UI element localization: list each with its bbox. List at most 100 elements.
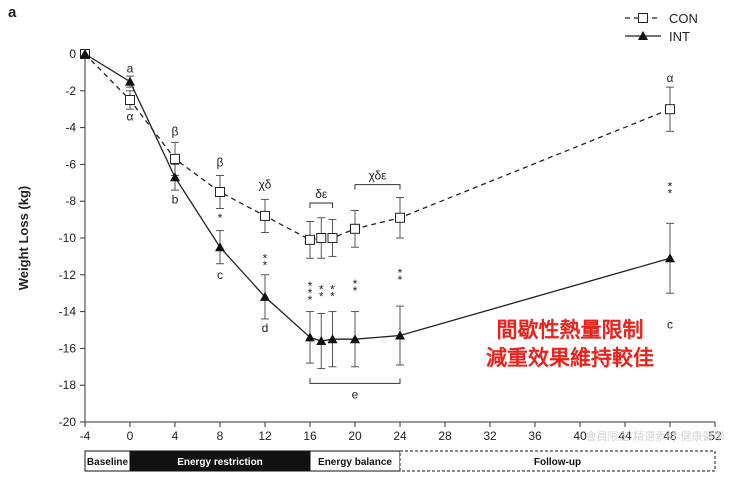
significance-star: * — [353, 284, 358, 298]
bracket — [354, 184, 401, 190]
x-tick-label: 0 — [127, 429, 134, 443]
series-group — [80, 49, 675, 370]
significance-star: * — [319, 290, 324, 304]
data-point-int — [170, 172, 180, 182]
series-con — [80, 49, 675, 259]
y-tick-label: -8 — [65, 194, 76, 208]
data-point-int — [665, 253, 675, 263]
y-tick-label: 0 — [69, 47, 76, 61]
x-tick-label: 44 — [618, 429, 632, 443]
significance-star: * — [398, 273, 403, 287]
data-point-int — [305, 332, 315, 342]
significance-star: * — [398, 266, 403, 280]
y-tick-label: -18 — [59, 378, 77, 392]
data-point-con — [125, 95, 135, 105]
y-tick-label: -12 — [59, 268, 77, 282]
bracket — [309, 202, 333, 209]
legend-con-label: CON — [669, 11, 698, 26]
phase-label: Follow-up — [534, 457, 581, 468]
x-tick-label: 8 — [217, 429, 224, 443]
significance-label: β — [172, 124, 179, 138]
significance-label: α — [667, 71, 674, 85]
data-point-con — [170, 153, 180, 164]
x-tick-label: -4 — [80, 429, 91, 443]
phase-label: Energy balance — [318, 457, 392, 468]
data-point-int — [215, 242, 225, 252]
phase-label: Baseline — [87, 457, 129, 468]
watermark: 會員限定 精選素材 健康醫學 — [586, 429, 725, 443]
significance-label: χδε — [368, 168, 387, 182]
y-axis-label: Weight Loss (kg) — [16, 186, 31, 290]
legend-int-marker — [638, 31, 648, 40]
significance-star: * — [668, 180, 673, 194]
significance-label: c — [667, 317, 673, 331]
x-tick-label: 32 — [483, 429, 497, 443]
y-tick-label: -2 — [65, 84, 76, 98]
y-tick-label: -14 — [59, 305, 77, 319]
y-tick-label: -4 — [65, 121, 76, 135]
x-tick-label: 36 — [528, 429, 542, 443]
data-point-con — [260, 210, 270, 221]
y-axis-ticks: 0 -2 -4 -6 -8 -10 -12 -14 -16 -18 -20 — [59, 47, 85, 429]
data-point-con — [305, 234, 315, 245]
series-line-con — [84, 53, 671, 241]
significance-label: c — [217, 268, 223, 282]
phase-bar: Baseline Energy restriction Energy balance… — [84, 450, 716, 472]
significance-star: * — [263, 251, 268, 265]
data-point-con — [327, 233, 338, 243]
series-int — [80, 49, 675, 370]
significance-brackets — [309, 184, 401, 384]
y-tick-label: -6 — [65, 157, 76, 171]
significance-star: * — [308, 293, 313, 307]
legend-con-marker — [638, 13, 648, 23]
y-tick-label: -20 — [59, 415, 77, 429]
data-point-int — [125, 76, 135, 86]
phase-block — [399, 450, 716, 472]
significance-label: b — [172, 192, 179, 206]
significance-star: * — [308, 279, 313, 293]
data-point-int — [80, 49, 90, 58]
phase-label: Energy restriction — [177, 457, 263, 468]
data-point-int — [327, 334, 338, 344]
significance-star: * — [330, 283, 335, 297]
bracket — [309, 378, 401, 384]
data-point-con — [215, 187, 225, 197]
significance-star: * — [330, 290, 335, 304]
data-point-con — [665, 104, 675, 115]
data-point-int — [350, 334, 360, 344]
highlight-text-line-1: 間歇性熱量限制 — [497, 318, 644, 342]
x-axis-ticks: -4 0 4 8 12 16 20 24 28 32 36 40 44 48 52 — [80, 422, 722, 443]
x-tick-label: 52 — [708, 429, 722, 443]
x-tick-label: 16 — [303, 429, 317, 443]
highlight-text-line-2: 減重效果維持較佳 — [486, 346, 654, 370]
y-tick-label: -10 — [59, 231, 77, 245]
x-tick-label: 12 — [258, 429, 272, 443]
significance-star: * — [353, 277, 358, 291]
significance-label: α — [127, 110, 134, 124]
panel-label: a — [8, 4, 17, 21]
data-point-int — [260, 291, 270, 301]
x-tick-label: 48 — [663, 429, 677, 443]
x-tick-label: 4 — [172, 429, 179, 443]
significance-label: e — [352, 387, 359, 401]
significance-label: * — [218, 211, 223, 225]
x-tick-label: 24 — [393, 429, 407, 443]
legend-int-label: INT — [669, 29, 690, 44]
significance-star: * — [263, 258, 268, 272]
data-point-int — [316, 336, 327, 346]
legend: CON INT — [625, 11, 698, 44]
x-tick-label: 40 — [573, 429, 587, 443]
x-tick-label: 20 — [348, 429, 362, 443]
significance-label: d — [262, 321, 269, 335]
significance-label: χδ — [259, 178, 272, 192]
significance-label: δε — [315, 187, 328, 201]
y-tick-label: -16 — [59, 341, 77, 355]
data-point-con — [316, 233, 327, 243]
significance-label: a — [127, 62, 134, 76]
data-point-con — [350, 223, 360, 234]
data-point-con — [395, 212, 405, 223]
significance-star: * — [319, 283, 324, 297]
x-tick-label: 28 — [438, 429, 452, 443]
